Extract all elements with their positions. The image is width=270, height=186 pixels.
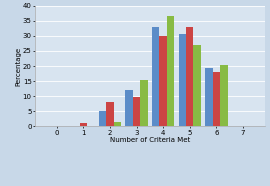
Bar (106, 102, 114, 126)
Bar (205, 68, 213, 126)
Bar (167, 16, 174, 126)
Bar (133, 97, 140, 126)
Bar (159, 36, 167, 126)
Bar (178, 34, 186, 126)
Y-axis label: Percentage: Percentage (15, 46, 21, 86)
Bar (220, 65, 228, 126)
Bar (99, 111, 106, 126)
Bar (114, 122, 121, 126)
Bar (152, 27, 159, 126)
Bar (80, 124, 87, 126)
Bar (125, 90, 133, 126)
Bar (140, 80, 148, 126)
X-axis label: Number of Criteria Met: Number of Criteria Met (110, 137, 190, 143)
Bar (186, 27, 194, 126)
Bar (213, 72, 220, 126)
Bar (194, 45, 201, 126)
